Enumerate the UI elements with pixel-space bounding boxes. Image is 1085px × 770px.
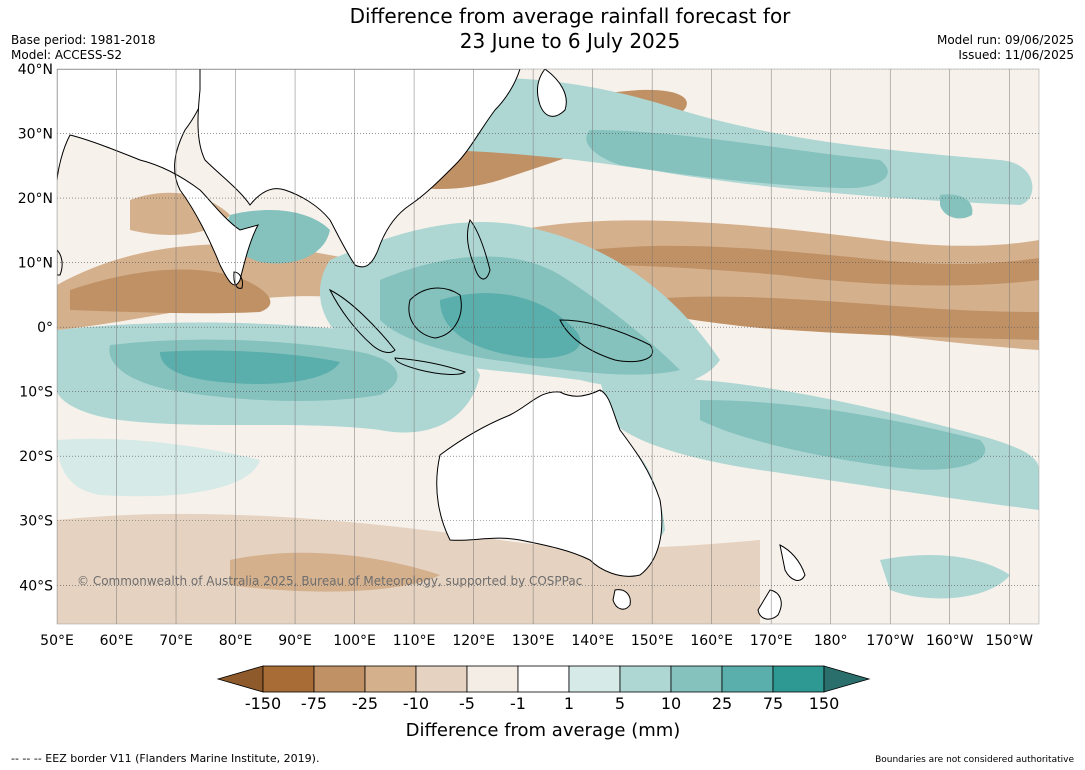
sri-lanka-island bbox=[233, 271, 243, 289]
japan-land bbox=[537, 69, 567, 117]
latitude-label: 40°N bbox=[18, 62, 53, 78]
philippines-islands bbox=[466, 218, 491, 280]
colorbar-segment bbox=[670, 665, 723, 693]
map-border bbox=[56, 68, 1040, 625]
longitude-label: 80°E bbox=[219, 633, 253, 649]
longitude-label: 60°E bbox=[100, 633, 134, 649]
colorbar-segment bbox=[619, 665, 672, 693]
land-masses bbox=[57, 69, 806, 620]
wet-peak-maritime-continent bbox=[440, 293, 581, 359]
latitude-label: 10°N bbox=[18, 256, 53, 272]
wet-patch-southern-indian bbox=[57, 438, 260, 497]
colorbar-segment bbox=[517, 665, 570, 693]
latitude-label: 10°S bbox=[19, 385, 53, 401]
colorbar-segment bbox=[364, 665, 417, 693]
colorbar-min-arrow bbox=[216, 665, 264, 693]
dry-core-pacific-equator bbox=[640, 296, 1039, 340]
longitude-label: 110°E bbox=[393, 633, 436, 649]
colorbar-tick-label: 25 bbox=[712, 694, 732, 713]
issued-text: Issued: 11/06/2025 bbox=[958, 48, 1074, 62]
colorbar-segment bbox=[721, 665, 774, 693]
longitude-labels: 50°E 60°E 70°E 80°E 90°E 100°E 110°E 120°E 130°E… bbox=[40, 633, 1033, 649]
longitude-label: 160°E bbox=[690, 633, 733, 649]
colorbar-max-arrow bbox=[823, 665, 871, 693]
wet-band-bay-of-bengal bbox=[226, 210, 330, 264]
longitude-label: 150°W bbox=[985, 633, 1033, 649]
tasmania-land bbox=[612, 589, 631, 610]
new-guinea-island bbox=[559, 319, 653, 363]
run-info: Model run: 09/06/2025 Issued: 11/06/2025 bbox=[937, 33, 1074, 63]
longitude-label: 50°E bbox=[40, 633, 74, 649]
colorbar-tick-label: 150 bbox=[809, 694, 840, 713]
dry-core-arabian-sea bbox=[70, 269, 271, 314]
longitude-label: 70°E bbox=[159, 633, 193, 649]
asia-land-east bbox=[197, 69, 521, 268]
colorbar-segment bbox=[466, 665, 519, 693]
new-zealand-land bbox=[757, 544, 806, 620]
colorbar-segment bbox=[415, 665, 468, 693]
madagascar-edge bbox=[57, 249, 63, 276]
colorbar-tick-label: -5 bbox=[459, 694, 475, 713]
colorbar-segment bbox=[262, 665, 315, 693]
java-island bbox=[394, 357, 467, 375]
colorbar-segment bbox=[772, 665, 825, 693]
latitude-label: 20°S bbox=[19, 449, 53, 465]
map-frame: © Commonwealth of Australia 2025, Bureau… bbox=[57, 69, 1039, 624]
map-gridlines bbox=[57, 69, 1039, 624]
model-run-text: Model run: 09/06/2025 bbox=[936, 33, 1074, 47]
longitude-label: 140°E bbox=[571, 633, 614, 649]
longitude-label: 180° bbox=[814, 633, 848, 649]
latitude-label: 40°S bbox=[19, 578, 53, 594]
dry-core-pacific-north bbox=[590, 245, 1039, 286]
colorbar-segment bbox=[313, 665, 366, 693]
longitude-label: 170°E bbox=[750, 633, 793, 649]
boundaries-disclaimer: Boundaries are not considered authoritat… bbox=[875, 755, 1074, 765]
colorbar-tick-label: -1 bbox=[510, 694, 526, 713]
eez-border-note: -- -- -- EEZ border V11 (Flanders Marine… bbox=[11, 752, 320, 765]
longitude-label: 90°E bbox=[278, 633, 312, 649]
colorbar-tick-label: -75 bbox=[301, 694, 327, 713]
colorbar-tick-label: 1 bbox=[564, 694, 574, 713]
longitude-label: 160°W bbox=[926, 633, 974, 649]
wet-patch-hawaii bbox=[940, 194, 973, 219]
colorbar-tick-label: 5 bbox=[615, 694, 625, 713]
latitude-label: 20°N bbox=[18, 191, 53, 207]
title-line-1: Difference from average rainfall forecas… bbox=[349, 4, 791, 28]
longitude-label: 150°E bbox=[631, 633, 674, 649]
base-period-text: Base period: 1981-2018 bbox=[11, 33, 156, 47]
colorbar-tick-label: 75 bbox=[763, 694, 783, 713]
chart-title: Difference from average rainfall forecas… bbox=[270, 4, 870, 54]
latitude-label: 30°N bbox=[18, 127, 53, 143]
base-info: Base period: 1981-2018 Model: ACCESS-S2 bbox=[11, 33, 156, 63]
longitude-label: 130°E bbox=[512, 633, 555, 649]
wet-patch-southwest-pacific bbox=[880, 555, 1010, 599]
colorbar-tick-label: -25 bbox=[352, 694, 378, 713]
wetter-than-average-regions bbox=[57, 77, 1039, 599]
longitude-label: 120°E bbox=[452, 633, 495, 649]
dry-patch-southern-ocean bbox=[230, 552, 440, 592]
colorbar-tick-label: -150 bbox=[245, 694, 281, 713]
australia-land bbox=[436, 389, 663, 577]
copyright-notice: © Commonwealth of Australia 2025, Bureau… bbox=[77, 574, 582, 588]
longitude-label: 170°W bbox=[866, 633, 914, 649]
wet-core-west-pacific-north bbox=[586, 130, 888, 189]
latitude-labels: 40°N 30°N 20°N 10°N 0° 10°S 20°S 30°S 40°S bbox=[18, 62, 53, 594]
colorbar-tick-label: 10 bbox=[661, 694, 681, 713]
longitude-label: 100°E bbox=[333, 633, 376, 649]
colorbar-title: Difference from average (mm) bbox=[406, 720, 681, 741]
colorbar-tick-label: -10 bbox=[403, 694, 429, 713]
colorbar-segment bbox=[568, 665, 621, 693]
sumatra-island bbox=[328, 288, 396, 353]
model-text: Model: ACCESS-S2 bbox=[11, 48, 123, 62]
title-line-2: 23 June to 6 July 2025 bbox=[459, 29, 681, 53]
latitude-label: 30°S bbox=[19, 514, 53, 530]
latitude-label: 0° bbox=[37, 320, 53, 336]
colorbar: -150 -75 -25 -10 -5 -1 1 5 10 25 75 150 bbox=[216, 665, 871, 713]
